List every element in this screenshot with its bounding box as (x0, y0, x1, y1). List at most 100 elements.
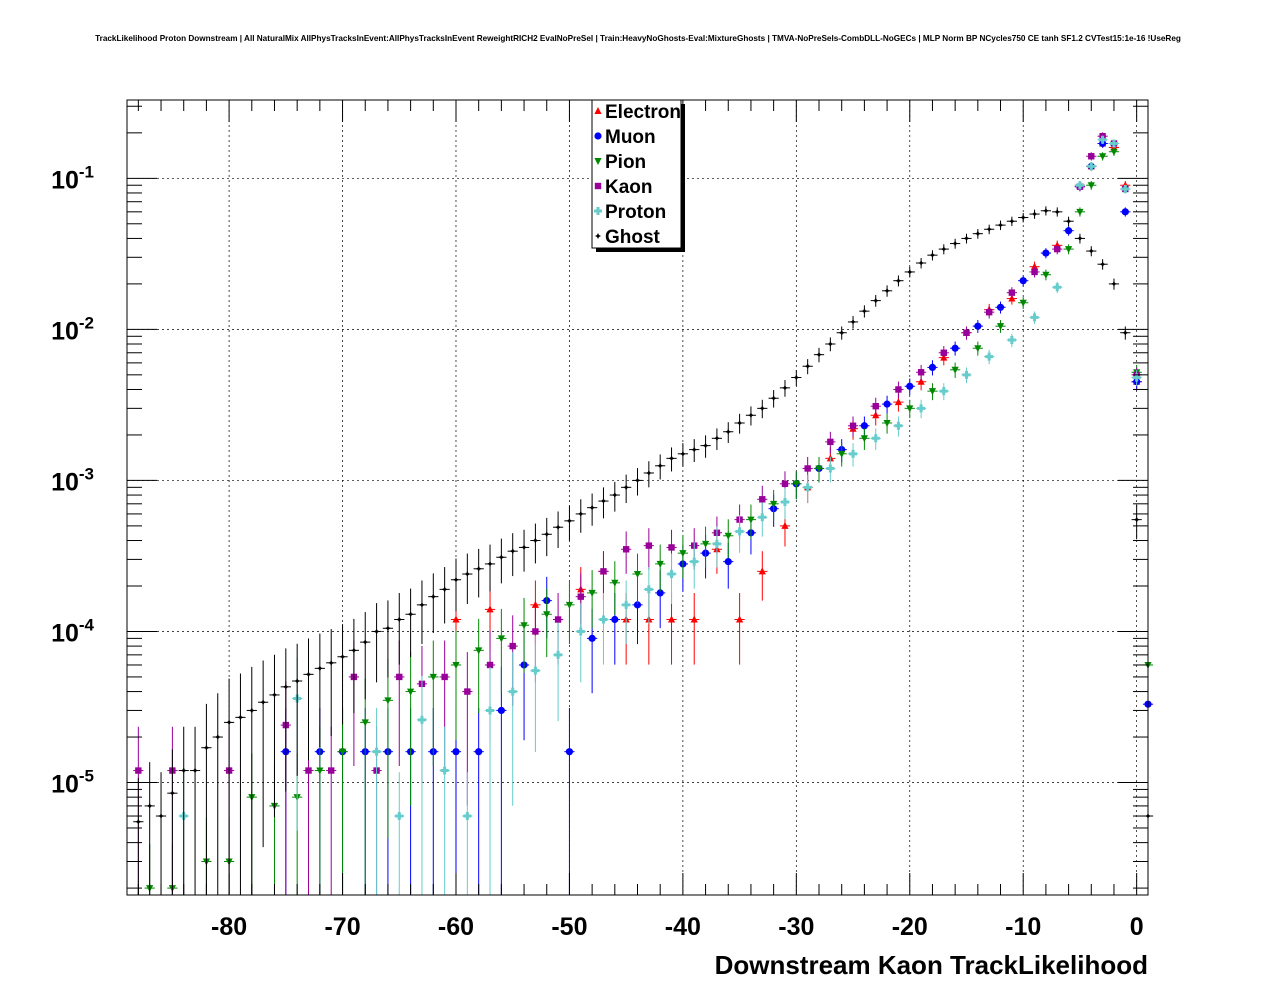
legend-label-pion: Pion (605, 152, 646, 173)
data-point (985, 308, 993, 316)
data-point (895, 277, 902, 284)
data-point (736, 615, 744, 623)
data-point (951, 344, 959, 352)
legend: Electron Muon Pion Kaon Proton Ghost (591, 99, 685, 252)
y-tick-exponent: -3 (79, 464, 94, 483)
data-point (804, 465, 811, 472)
data-point (657, 462, 664, 469)
y-tick-base: 10 (51, 468, 79, 496)
data-point (555, 524, 562, 531)
data-point (1019, 277, 1027, 285)
data-point (1054, 208, 1061, 215)
data-point (838, 329, 845, 336)
data-point (396, 616, 403, 623)
data-point (770, 395, 777, 402)
data-point (747, 516, 755, 524)
data-point (668, 455, 675, 462)
data-point (974, 345, 982, 353)
data-point (192, 767, 199, 774)
data-point (508, 687, 517, 696)
data-point (872, 402, 879, 410)
data-point (656, 560, 664, 568)
data-point (838, 450, 846, 458)
data-point (860, 435, 868, 443)
y-tick-exponent: -4 (79, 615, 95, 634)
chart-title: TrackLikelihood Proton Downstream | All … (95, 34, 1181, 43)
x-tick-label: -60 (438, 913, 474, 941)
data-point (440, 766, 449, 775)
data-point (951, 366, 959, 374)
y-tick-base: 10 (51, 771, 79, 799)
data-point (1110, 148, 1118, 156)
data-point (1132, 373, 1141, 382)
data-point (487, 560, 494, 567)
x-axis-title: Downstream Kaon TrackLikelihood (715, 950, 1148, 980)
data-point (1121, 208, 1129, 216)
data-point (497, 706, 505, 715)
y-tick-label: 10-5 (51, 767, 94, 799)
legend-marker-ghost (595, 233, 601, 239)
data-point (712, 539, 721, 548)
data-point (1087, 182, 1095, 190)
data-point (803, 483, 812, 492)
series-ghost (133, 206, 1154, 895)
data-point (986, 226, 993, 233)
data-point (940, 349, 947, 356)
data-point (1064, 246, 1073, 254)
data-point (214, 734, 221, 741)
y-tick-label: 10-3 (51, 464, 94, 496)
data-point (1122, 329, 1129, 336)
data-point (1109, 139, 1118, 148)
data-point (1121, 184, 1130, 193)
data-point (725, 428, 732, 435)
data-point (974, 322, 982, 330)
legend-marker-electron (594, 107, 602, 114)
data-point (702, 442, 709, 449)
data-point (372, 747, 381, 756)
data-point (759, 405, 766, 412)
data-point (645, 469, 652, 476)
data-point (929, 252, 936, 259)
data-point (282, 683, 289, 690)
data-point (1042, 207, 1049, 214)
y-tick-base: 10 (51, 619, 79, 647)
data-point (644, 585, 653, 594)
data-point (611, 492, 618, 499)
data-point (1088, 153, 1095, 160)
x-tick-label: -50 (551, 913, 587, 941)
data-point (498, 554, 505, 561)
data-point (350, 647, 357, 654)
data-point (588, 634, 596, 642)
data-point (1020, 214, 1027, 221)
data-point (906, 268, 913, 275)
y-axis-tick-labels: 10-510-410-310-210-1 (51, 162, 94, 798)
data-point (464, 688, 471, 695)
data-point (758, 567, 766, 575)
data-point (316, 665, 323, 672)
data-point (611, 579, 619, 587)
data-point (633, 571, 642, 579)
x-tick-label: -30 (778, 913, 814, 941)
data-point (701, 540, 710, 548)
data-point (226, 719, 233, 726)
data-point (690, 557, 699, 566)
data-point (1088, 248, 1095, 255)
data-point (917, 404, 926, 413)
data-point (939, 387, 948, 396)
data-point (338, 748, 347, 756)
data-point (588, 589, 596, 597)
data-point (146, 802, 153, 809)
data-point (169, 790, 176, 797)
data-point (531, 666, 540, 675)
data-point (793, 374, 800, 381)
data-point (996, 303, 1005, 311)
y-tick-base: 10 (51, 317, 79, 345)
data-point (589, 504, 596, 511)
data-point (520, 622, 528, 630)
data-point (384, 697, 392, 705)
data-point (429, 673, 437, 681)
data-point (747, 412, 754, 419)
data-point (260, 699, 267, 706)
legend-marker-muon (594, 132, 602, 140)
